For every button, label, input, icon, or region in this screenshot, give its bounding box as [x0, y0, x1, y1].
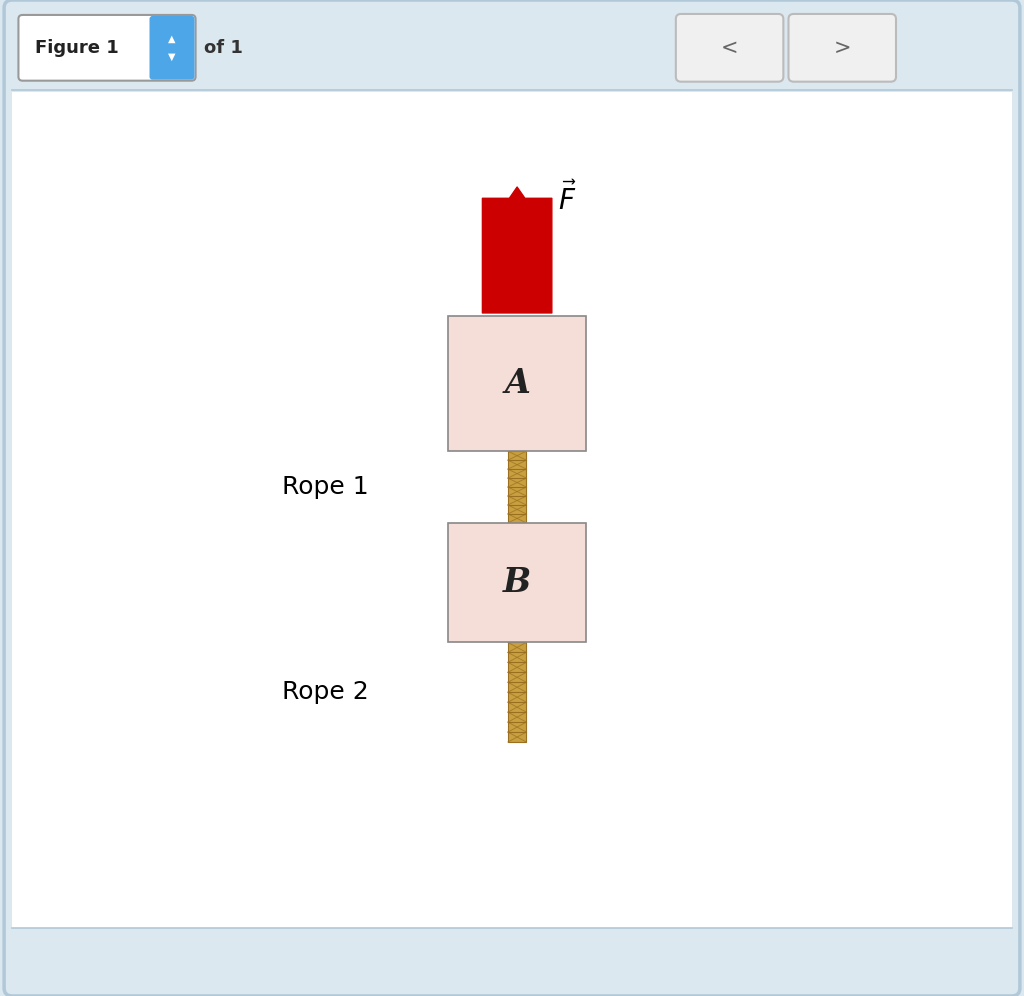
Text: Figure 1: Figure 1 — [35, 39, 119, 57]
Text: B: B — [503, 566, 531, 600]
FancyBboxPatch shape — [676, 14, 783, 82]
Bar — [508, 451, 526, 523]
Text: Rope 2: Rope 2 — [282, 680, 369, 704]
Text: Rope 1: Rope 1 — [282, 475, 369, 499]
FancyBboxPatch shape — [788, 14, 896, 82]
Bar — [449, 523, 586, 642]
Bar — [12, 928, 1012, 988]
FancyBboxPatch shape — [18, 15, 196, 81]
Bar — [508, 642, 526, 742]
Text: <: < — [721, 38, 738, 58]
Bar — [449, 317, 586, 450]
Text: >: > — [834, 38, 851, 58]
Text: of 1: of 1 — [204, 39, 243, 57]
Text: $\vec{F}$: $\vec{F}$ — [558, 182, 577, 216]
Text: A: A — [504, 367, 530, 400]
Text: ▼: ▼ — [168, 52, 176, 62]
FancyBboxPatch shape — [150, 16, 195, 80]
Bar — [12, 92, 1012, 928]
Bar — [12, 8, 1012, 90]
Text: ▲: ▲ — [168, 34, 176, 44]
FancyBboxPatch shape — [4, 0, 1020, 996]
